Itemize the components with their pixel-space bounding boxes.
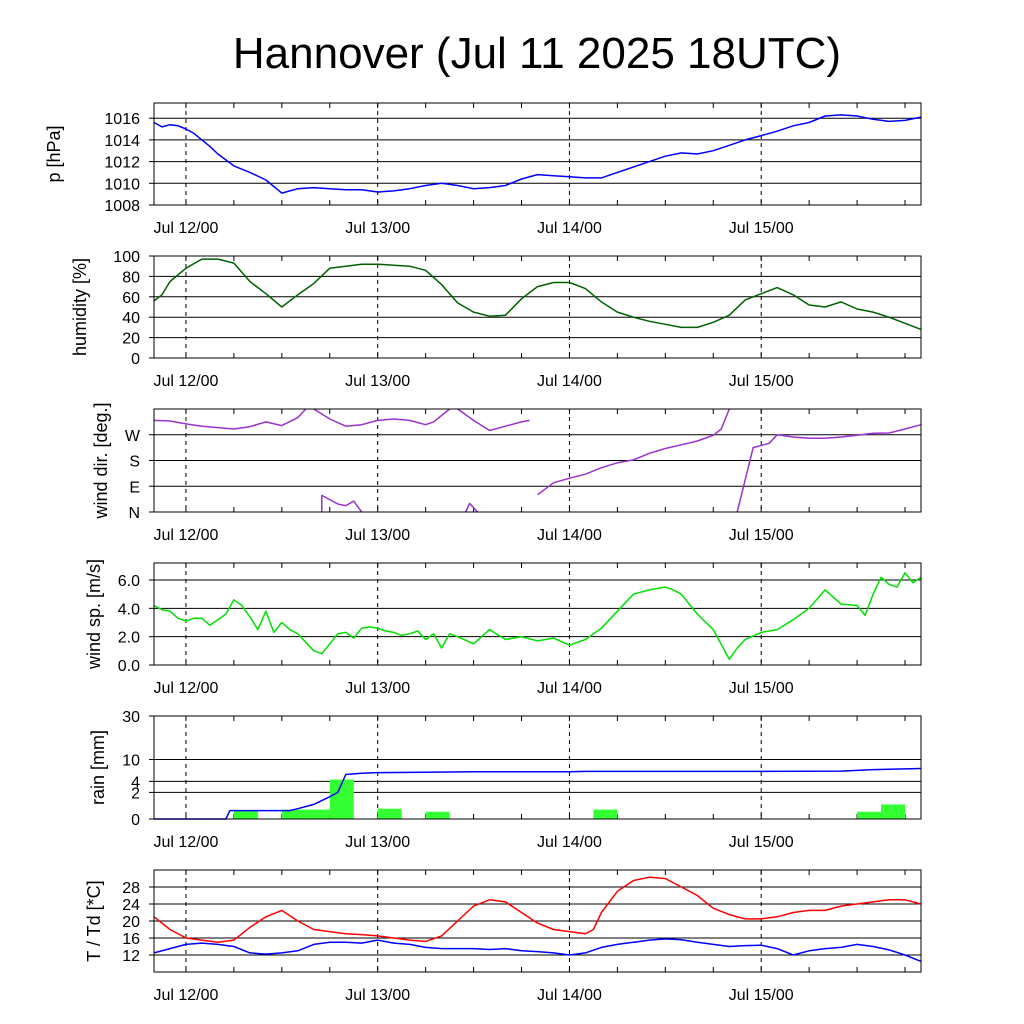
wind_speed-date-label: Jul 13/00 <box>345 680 410 697</box>
temperature-ytick-label: 16 <box>122 931 140 948</box>
humidity-ytick-label: 20 <box>122 331 140 348</box>
wind_direction-series-line <box>736 423 922 513</box>
temperature-ylabel: T / Td [*C] <box>84 880 104 961</box>
wind_direction-series-line <box>457 408 530 432</box>
wind_direction-ytick-label: W <box>125 428 141 445</box>
rain-ytick-label: 4 <box>131 774 140 791</box>
rain-date-label: Jul 14/00 <box>537 834 602 851</box>
pressure-frame <box>153 102 922 206</box>
wind_direction-date-label: Jul 15/00 <box>729 527 794 544</box>
pressure-series-line <box>153 114 922 194</box>
humidity-date-label: Jul 14/00 <box>537 373 602 390</box>
wind_speed-date-label: Jul 14/00 <box>537 680 602 697</box>
wind_speed-frame <box>153 562 922 666</box>
rain-bar <box>377 808 402 819</box>
temperature-series-line <box>153 938 922 963</box>
rain-bar <box>233 810 258 819</box>
pressure-date-label: Jul 14/00 <box>537 220 602 237</box>
pressure-date-label: Jul 15/00 <box>729 220 794 237</box>
wind_speed-ytick-label: 4.0 <box>118 601 140 618</box>
wind_direction-date-label: Jul 13/00 <box>345 527 410 544</box>
wind_direction-date-label: Jul 14/00 <box>537 527 602 544</box>
rain-ytick-label: 0 <box>131 812 140 829</box>
humidity-series-line <box>153 258 922 331</box>
humidity-frame <box>153 255 922 359</box>
temperature-frame <box>153 869 922 973</box>
temperature-series-line <box>153 876 922 944</box>
humidity-panel: 0 20 40 60 80 100 Jul 12/00 Jul 13/00 Jul 14/00 J… <box>70 249 922 390</box>
humidity-ytick-label: 80 <box>122 269 140 286</box>
pressure-ytick-label: 1016 <box>104 111 140 128</box>
wind_direction-date-label: Jul 12/00 <box>153 527 218 544</box>
temperature-date-label: Jul 13/00 <box>345 987 410 1004</box>
wind_speed-ylabel: wind sp. [m/s] <box>84 559 104 670</box>
pressure-date-label: Jul 12/00 <box>153 220 218 237</box>
humidity-date-label: Jul 12/00 <box>153 373 218 390</box>
rain-bar <box>881 804 906 819</box>
rain-ytick-label: 2 <box>131 785 140 802</box>
rain-frame <box>153 715 922 820</box>
wind_direction-ytick-label: E <box>129 479 140 496</box>
pressure-ytick-label: 1008 <box>104 198 140 215</box>
rain-date-label: Jul 12/00 <box>153 834 218 851</box>
rain-ytick-label: 30 <box>122 709 140 726</box>
chart-title: Hannover (Jul 11 2025 18UTC) <box>233 29 841 78</box>
temperature-ytick-label: 24 <box>122 897 140 914</box>
wind_direction-series-line <box>313 408 451 427</box>
humidity-date-label: Jul 15/00 <box>729 373 794 390</box>
wind_speed-panel: 0.0 2.0 4.0 6.0 Jul 12/00 Jul 13/00 Jul 14/00 J… <box>84 559 922 697</box>
humidity-date-label: Jul 13/00 <box>345 373 410 390</box>
rain-bar <box>281 809 306 819</box>
temperature-ytick-label: 12 <box>122 948 140 965</box>
humidity-ytick-label: 100 <box>113 249 140 266</box>
humidity-ytick-label: 60 <box>122 290 140 307</box>
rain-ylabel: rain [mm] <box>88 730 108 805</box>
humidity-ylabel: humidity [%] <box>70 258 90 356</box>
rain-bar <box>593 809 618 819</box>
temperature-ytick-label: 28 <box>122 880 140 897</box>
wind_speed-ytick-label: 2.0 <box>118 630 140 647</box>
pressure-ytick-label: 1014 <box>104 133 140 150</box>
temperature-date-label: Jul 15/00 <box>729 987 794 1004</box>
pressure-date-label: Jul 13/00 <box>345 220 410 237</box>
rain-date-label: Jul 15/00 <box>729 834 794 851</box>
humidity-ytick-label: 0 <box>131 351 140 368</box>
rain-date-label: Jul 13/00 <box>345 834 410 851</box>
rain-series-line <box>154 767 922 820</box>
rain-bar <box>857 811 882 819</box>
rain-bar <box>305 809 330 819</box>
temperature-date-label: Jul 12/00 <box>153 987 218 1004</box>
wind_direction-series-line <box>537 408 730 496</box>
wind_direction-ylabel: wind dir. [deg.] <box>91 402 111 519</box>
wind_direction-frame <box>153 408 922 513</box>
wind_speed-ytick-label: 6.0 <box>118 573 140 590</box>
rain-ytick-label: 10 <box>122 753 140 770</box>
rain-bar <box>425 811 450 819</box>
pressure-ytick-label: 1012 <box>104 155 140 172</box>
temperature-date-label: Jul 14/00 <box>537 987 602 1004</box>
wind_speed-ytick-label: 0.0 <box>118 658 140 675</box>
wind_speed-date-label: Jul 15/00 <box>729 680 794 697</box>
wind_direction-series-line <box>321 494 363 513</box>
rain-panel: 0 24 10 30 Jul 12/00 Jul 13/00 Jul 14/00 Jul 15… <box>88 709 922 851</box>
wind_direction-series-line <box>464 502 479 513</box>
rain-bar <box>329 779 354 819</box>
wind_direction-series-line <box>153 408 307 430</box>
pressure-panel: 1008 1010 1012 1014 1016 Jul 12/00 Jul 13/00 Ju… <box>44 102 922 237</box>
humidity-ytick-label: 40 <box>122 310 140 327</box>
wind_speed-date-label: Jul 12/00 <box>153 680 218 697</box>
pressure-ytick-label: 1010 <box>104 176 140 193</box>
temperature-ytick-label: 20 <box>122 914 140 931</box>
wind_direction-ytick-label: S <box>129 454 140 471</box>
wind_direction-ytick-label: N <box>128 505 140 522</box>
pressure-ylabel: p [hPa] <box>44 125 64 182</box>
wind_speed-series-line <box>153 572 922 661</box>
